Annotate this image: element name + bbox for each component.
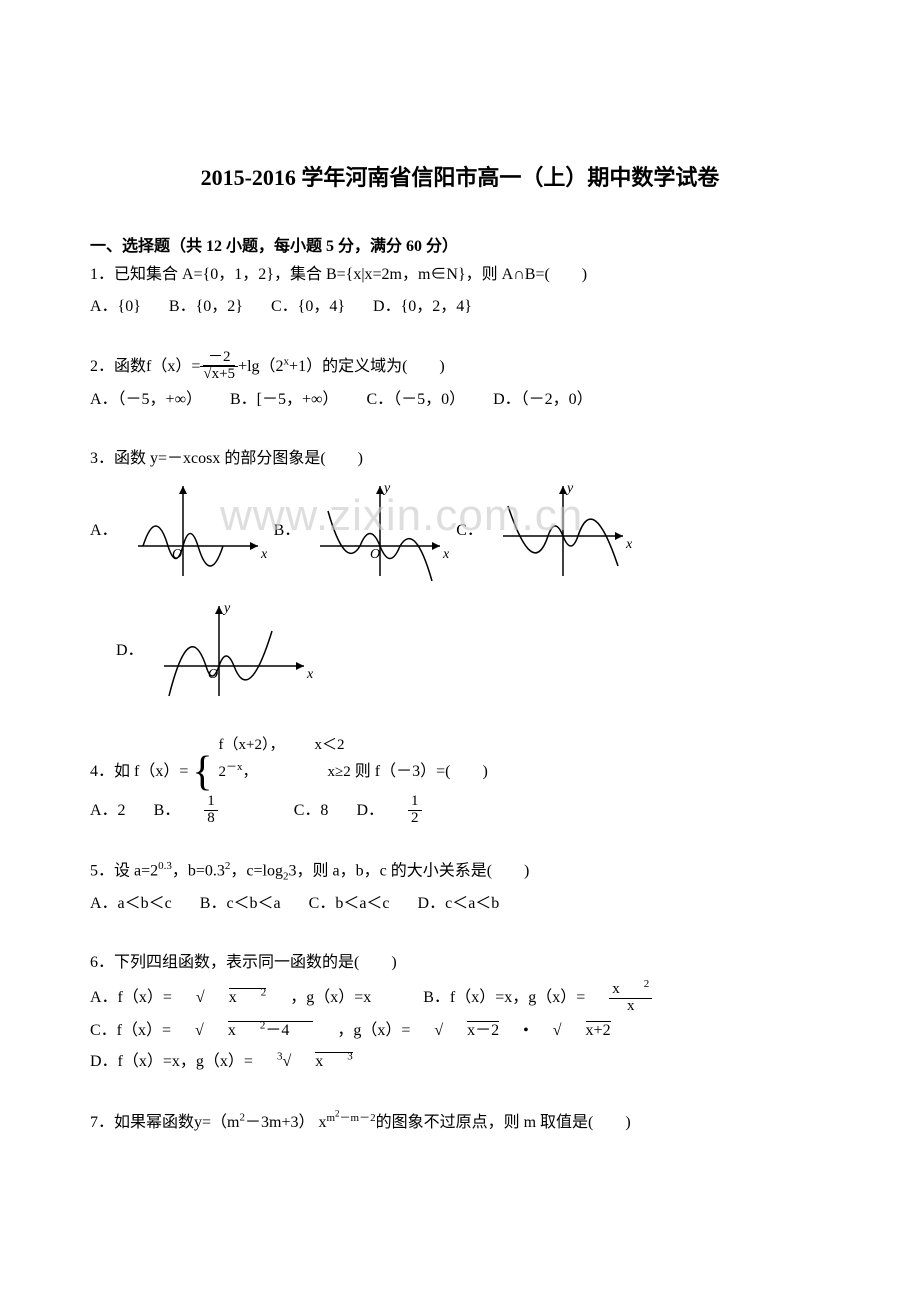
question-6: 6．下列四组函数，表示同一函数的是( ) A．f（x）=√x2，g（x）=x B… (90, 948, 830, 1077)
q1-opt-b: B．{0，2} (169, 298, 243, 315)
q6-opt-a: A．f（x）=√x2，g（x）=x (90, 989, 399, 1006)
q3-label-b: B． (274, 516, 301, 546)
q6-opt-d: D．f（x）=x，g（x）=3√x3 (90, 1053, 377, 1070)
svg-text:x: x (442, 547, 450, 562)
q5-text: 5．设 a=20.3，b=0.32，c=log23，则 a，b，c 的大小关系是… (90, 856, 830, 887)
q2-frac-den: √x+5 (200, 367, 238, 383)
q3-graph-a: x O (128, 476, 268, 586)
svg-text:O: O (370, 547, 380, 562)
q3-graphs-row-2: D． x y O (90, 596, 830, 706)
q3-label-d: D． (116, 636, 144, 666)
q6-opt-b: B．f（x）=x，g（x）=x2x (423, 989, 700, 1006)
exam-title: 2015-2016 学年河南省信阳市高一（上）期中数学试卷 (90, 160, 830, 192)
q2-after: +1）的定义域为( ) (289, 358, 445, 375)
q4-opt-d: D．12 (356, 802, 469, 819)
q5-opt-d: D．c＜a＜b (418, 895, 500, 912)
question-5: 5．设 a=20.3，b=0.32，c=log23，则 a，b，c 的大小关系是… (90, 856, 830, 920)
q5-opt-a: A．a＜b＜c (90, 895, 172, 912)
q6-options-row1: A．f（x）=√x2，g（x）=x B．f（x）=x，g（x）=x2x (90, 980, 830, 1016)
q2-opt-c: C．（－5，0） (366, 391, 465, 408)
q1-options: A．{0} B．{0，2} C．{0，4} D．{0，2，4} (90, 292, 830, 322)
q3-graph-d: x y O (154, 596, 314, 706)
q4-opt-a: A．2 (90, 802, 126, 819)
left-brace-icon: { (192, 751, 212, 793)
q4-prefix: 4．如 f（x）= (90, 763, 188, 780)
q1-opt-c: C．{0，4} (271, 298, 345, 315)
q3-label-a: A． (90, 516, 118, 546)
q3-graph-c: x y (493, 476, 633, 586)
q7-text: 7．如果幂函数y=（m2－3m+3） xm2－m－2的图象不过原点，则 m 取值… (90, 1105, 830, 1138)
question-3: 3．函数 y=－xcosx 的部分图象是( ) A． x O B． x y (90, 444, 830, 706)
question-7: 7．如果幂函数y=（m2－3m+3） xm2－m－2的图象不过原点，则 m 取值… (90, 1105, 830, 1138)
q3-label-c: C． (456, 516, 483, 546)
q4-options: A．2 B．18 C．8 D．12 (90, 795, 830, 828)
q4-opt-c: C．8 (294, 802, 329, 819)
q4-piece-2: 2－x，x≥2 (219, 756, 351, 778)
svg-text:x: x (625, 537, 633, 552)
q6-opt-c: C．f（x）=√x2－4，g（x）=√x－2•√x+2 (90, 1022, 635, 1039)
svg-text:x: x (306, 667, 314, 682)
q2-mid: +lg（ (238, 358, 275, 375)
section-1-header: 一、选择题（共 12 小题，每小题 5 分，满分 60 分） (90, 232, 830, 256)
q2-opt-b: B．[－5，+∞） (230, 391, 338, 408)
q1-opt-d: D．{0，2，4} (373, 298, 472, 315)
q4-piecewise: f（x+2），x＜2 2－x，x≥2 (219, 734, 351, 778)
q2-opt-d: D．（－2，0） (493, 391, 593, 408)
q4-opt-b: B．18 (154, 802, 270, 819)
q2-text: 2．函数f（x）= －2 √x+5 +lg（2x+1）的定义域为( ) (90, 351, 830, 384)
q2-prefix: 2．函数f（x）= (90, 358, 200, 375)
svg-text:y: y (565, 481, 574, 496)
q2-opt-a: A．（－5，+∞） (90, 391, 202, 408)
q5-opt-c: C．b＜a＜c (309, 895, 390, 912)
q1-text: 1．已知集合 A={0，1，2}，集合 B={x|x=2m，m∈N}，则 A∩B… (90, 260, 830, 290)
q3-text: 3．函数 y=－xcosx 的部分图象是( ) (90, 444, 830, 474)
q3-graphs-row-1: A． x O B． x y O C． (90, 476, 830, 586)
q4-piece-1: f（x+2），x＜2 (219, 734, 351, 756)
svg-text:x: x (260, 547, 268, 562)
svg-text:y: y (382, 481, 391, 496)
q6-text: 6．下列四组函数，表示同一函数的是( ) (90, 948, 830, 978)
q5-opt-b: B．c＜b＜a (200, 895, 281, 912)
q3-graph-b: x y O (310, 476, 450, 586)
question-4: 4．如 f（x）= { f（x+2），x＜2 2－x，x≥2 则 f（－3）=(… (90, 734, 830, 828)
q2-fraction: －2 √x+5 (200, 350, 238, 383)
exam-page: 2015-2016 学年河南省信阳市高一（上）期中数学试卷 一、选择题（共 12… (0, 0, 920, 1206)
q6-options-row2: C．f（x）=√x2－4，g（x）=√x－2•√x+2 D．f（x）=x，g（x… (90, 1016, 830, 1077)
question-2: 2．函数f（x）= －2 √x+5 +lg（2x+1）的定义域为( ) A．（－… (90, 351, 830, 416)
q1-opt-a: A．{0} (90, 298, 141, 315)
q4-suffix: 则 f（－3）=( ) (355, 763, 488, 780)
q4-text: 4．如 f（x）= { f（x+2），x＜2 2－x，x≥2 则 f（－3）=(… (90, 734, 830, 793)
q2-options: A．（－5，+∞） B．[－5，+∞） C．（－5，0） D．（－2，0） (90, 385, 830, 415)
q2-exp-base: 2 (276, 358, 284, 375)
question-1: 1．已知集合 A={0，1，2}，集合 B={x|x=2m，m∈N}，则 A∩B… (90, 260, 830, 323)
svg-text:y: y (222, 601, 231, 616)
q5-options: A．a＜b＜c B．c＜b＜a C．b＜a＜c D．c＜a＜b (90, 889, 830, 919)
